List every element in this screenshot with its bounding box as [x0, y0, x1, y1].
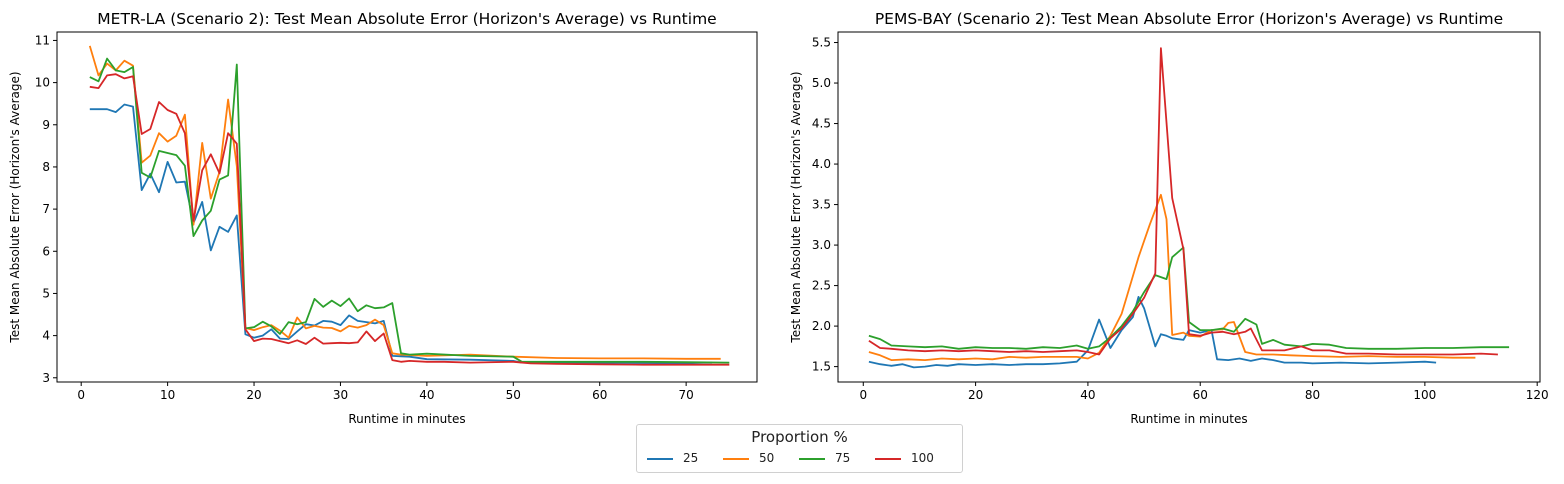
metr-la-x-tick-label: 20 — [246, 388, 261, 402]
metr-la-x-tick-label: 0 — [77, 388, 85, 402]
metr-la-y-tick-label: 4 — [42, 329, 50, 343]
metr-la-series-line-50 — [88, 45, 721, 360]
pems-bay-series-line-25 — [868, 296, 1437, 369]
legend-swatch-100 — [875, 458, 901, 460]
pems-bay-chart: PEMS-BAY (Scenario 2): Test Mean Absolut… — [789, 10, 1549, 426]
metr-la-x-tick-label: 60 — [592, 388, 607, 402]
metr-la-series-line-100 — [89, 73, 730, 366]
legend-title: Proportion % — [751, 428, 848, 446]
metr-la-y-tick-label: 5 — [42, 286, 50, 300]
metr-la-y-tick-label: 6 — [42, 244, 50, 258]
pems-bay-x-tick-label: 40 — [1080, 388, 1095, 402]
legend-swatch-75 — [799, 458, 825, 460]
legend-label-75: 75 — [835, 451, 851, 465]
metr-la-x-axis-label: Runtime in minutes — [348, 412, 465, 426]
pems-bay-y-axis-label: Test Mean Absolute Error (Horizon's Aver… — [789, 71, 803, 343]
pems-bay-x-tick-label: 20 — [968, 388, 983, 402]
pems-bay-series-line-100 — [868, 47, 1498, 356]
pems-bay-x-tick-label: 60 — [1193, 388, 1208, 402]
metr-la-x-tick-label: 40 — [419, 388, 434, 402]
pems-bay-y-tick-label: 3.0 — [812, 238, 831, 252]
metr-la-series-line-75 — [89, 57, 730, 364]
metr-la-y-tick-label: 10 — [35, 76, 50, 90]
legend-label-100: 100 — [911, 451, 934, 465]
metr-la-y-tick-label: 8 — [42, 160, 50, 174]
pems-bay-x-tick-label: 120 — [1526, 388, 1549, 402]
pems-bay-axes-frame — [837, 31, 1541, 383]
metr-la-axes-frame — [56, 31, 758, 383]
legend-swatch-50 — [723, 458, 749, 460]
pems-bay-x-tick-label: 0 — [859, 388, 867, 402]
pems-bay-y-tick-label: 4.0 — [812, 157, 831, 171]
metr-la-series-line-25 — [89, 103, 713, 365]
pems-bay-y-tick-label: 4.5 — [812, 117, 831, 131]
legend-label-25: 25 — [683, 451, 699, 465]
metr-la-y-tick-label: 7 — [42, 202, 50, 216]
metr-la-chart: METR-LA (Scenario 2): Test Mean Absolute… — [8, 10, 758, 426]
pems-bay-y-tick-label: 1.5 — [812, 360, 831, 374]
pems-bay-title: PEMS-BAY (Scenario 2): Test Mean Absolut… — [875, 10, 1503, 28]
pems-bay-y-tick-label: 2.0 — [812, 319, 831, 333]
metr-la-title: METR-LA (Scenario 2): Test Mean Absolute… — [97, 10, 716, 28]
pems-bay-x-tick-label: 100 — [1413, 388, 1436, 402]
legend: Proportion % 25 50 75 100 — [636, 424, 963, 473]
pems-bay-y-tick-label: 3.5 — [812, 198, 831, 212]
metr-la-x-tick-label: 70 — [678, 388, 693, 402]
metr-la-y-tick-label: 11 — [35, 33, 50, 47]
pems-bay-x-axis-label: Runtime in minutes — [1130, 412, 1247, 426]
metr-la-x-tick-label: 30 — [333, 388, 348, 402]
pems-bay-series-line-50 — [868, 193, 1476, 361]
metr-la-x-tick-label: 10 — [160, 388, 175, 402]
pems-bay-y-tick-label: 2.5 — [812, 279, 831, 293]
metr-la-x-tick-label: 50 — [506, 388, 521, 402]
pems-bay-x-tick-label: 80 — [1305, 388, 1320, 402]
pems-bay-y-tick-label: 5.5 — [812, 36, 831, 50]
pems-bay-y-tick-label: 5.0 — [812, 76, 831, 90]
pems-bay-series-line-75 — [868, 246, 1510, 350]
metr-la-y-tick-label: 9 — [42, 118, 50, 132]
legend-swatch-25 — [647, 458, 673, 460]
metr-la-y-tick-label: 3 — [42, 371, 50, 385]
legend-label-50: 50 — [759, 451, 775, 465]
metr-la-y-axis-label: Test Mean Absolute Error (Horizon's Aver… — [8, 71, 22, 343]
